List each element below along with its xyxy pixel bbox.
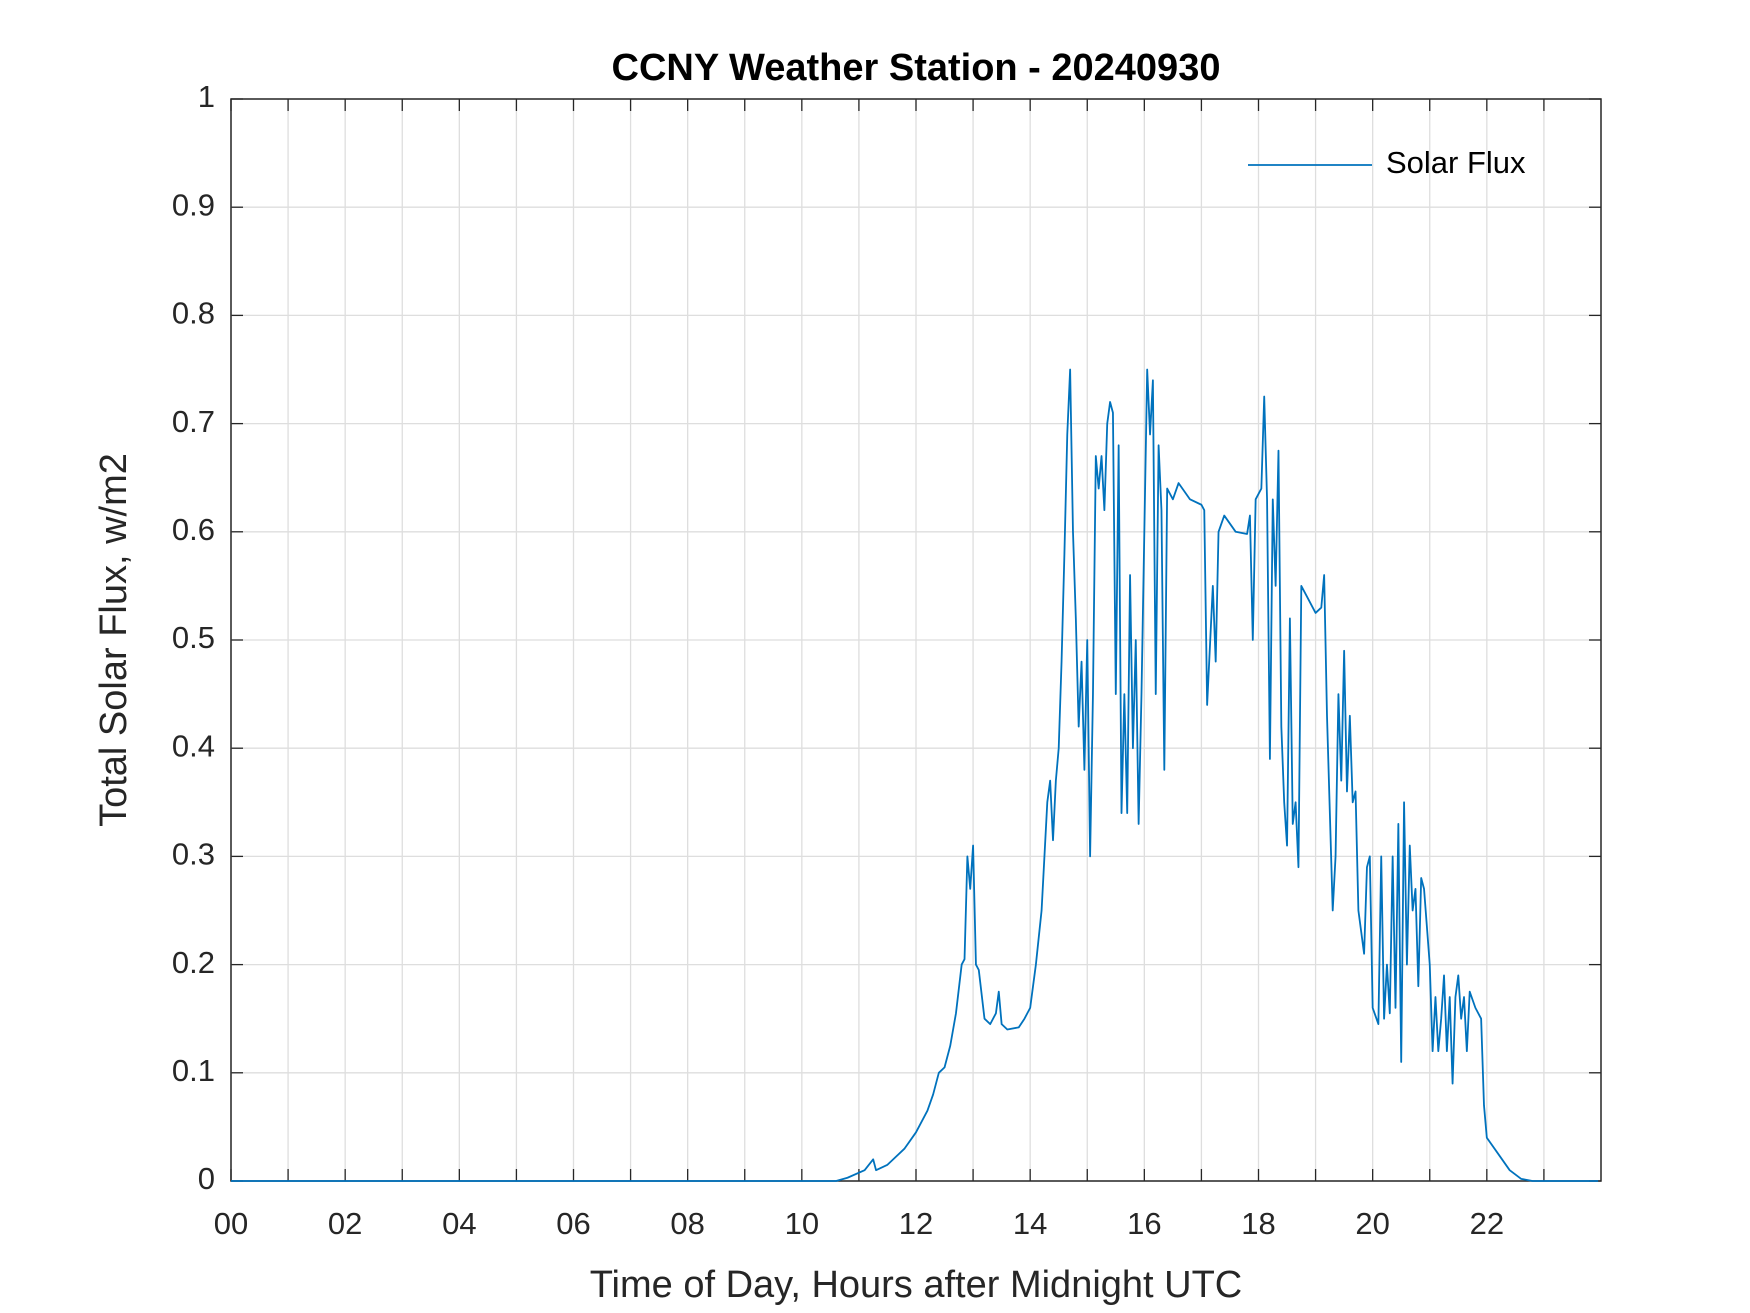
data-line bbox=[231, 368, 1599, 1182]
y-tick-label: 0.7 bbox=[172, 404, 215, 439]
x-tick-label: 02 bbox=[328, 1206, 362, 1241]
y-tick-label: 0.1 bbox=[172, 1053, 215, 1088]
y-tick-label: 0.6 bbox=[172, 512, 215, 547]
chart-title: CCNY Weather Station - 20240930 bbox=[612, 47, 1221, 89]
x-tick-label: 20 bbox=[1355, 1206, 1389, 1241]
plot-frame bbox=[230, 98, 1602, 1182]
x-tick-label: 12 bbox=[899, 1206, 933, 1241]
y-tick-label: 0.4 bbox=[172, 728, 215, 763]
x-axis-label: Time of Day, Hours after Midnight UTC bbox=[590, 1264, 1243, 1306]
y-tick-label: 1 bbox=[198, 79, 215, 114]
legend-label: Solar Flux bbox=[1386, 145, 1526, 180]
y-axis-label: Total Solar Flux, w/m2 bbox=[93, 453, 135, 827]
y-tick-label: 0.3 bbox=[172, 837, 215, 872]
x-tick-label: 04 bbox=[442, 1206, 476, 1241]
x-tick-label: 06 bbox=[556, 1206, 590, 1241]
y-tick-label: 0.2 bbox=[172, 945, 215, 980]
x-tick-label: 14 bbox=[1013, 1206, 1047, 1241]
y-tick-label: 0 bbox=[198, 1161, 215, 1196]
y-tick-label: 0.8 bbox=[172, 296, 215, 331]
x-tick-label: 00 bbox=[214, 1206, 248, 1241]
x-tick-label: 22 bbox=[1470, 1206, 1504, 1241]
x-tick-label: 18 bbox=[1241, 1206, 1275, 1241]
x-tick-label: 08 bbox=[670, 1206, 704, 1241]
x-tick-label: 16 bbox=[1127, 1206, 1161, 1241]
x-tick-label: 10 bbox=[785, 1206, 819, 1241]
y-tick-label: 0.5 bbox=[172, 620, 215, 655]
y-tick-label: 0.9 bbox=[172, 187, 215, 222]
